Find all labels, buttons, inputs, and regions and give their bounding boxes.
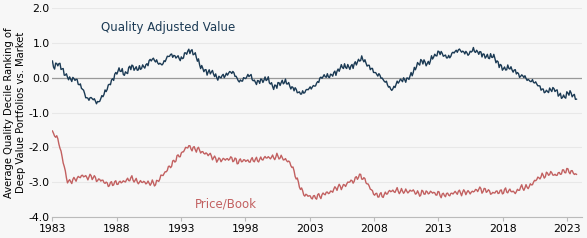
Y-axis label: Average Quality Decile Ranking of
Deep Value Portfolios vs. Market: Average Quality Decile Ranking of Deep V…: [4, 27, 26, 198]
Text: Price/Book: Price/Book: [195, 197, 257, 210]
Text: Quality Adjusted Value: Quality Adjusted Value: [101, 21, 235, 34]
